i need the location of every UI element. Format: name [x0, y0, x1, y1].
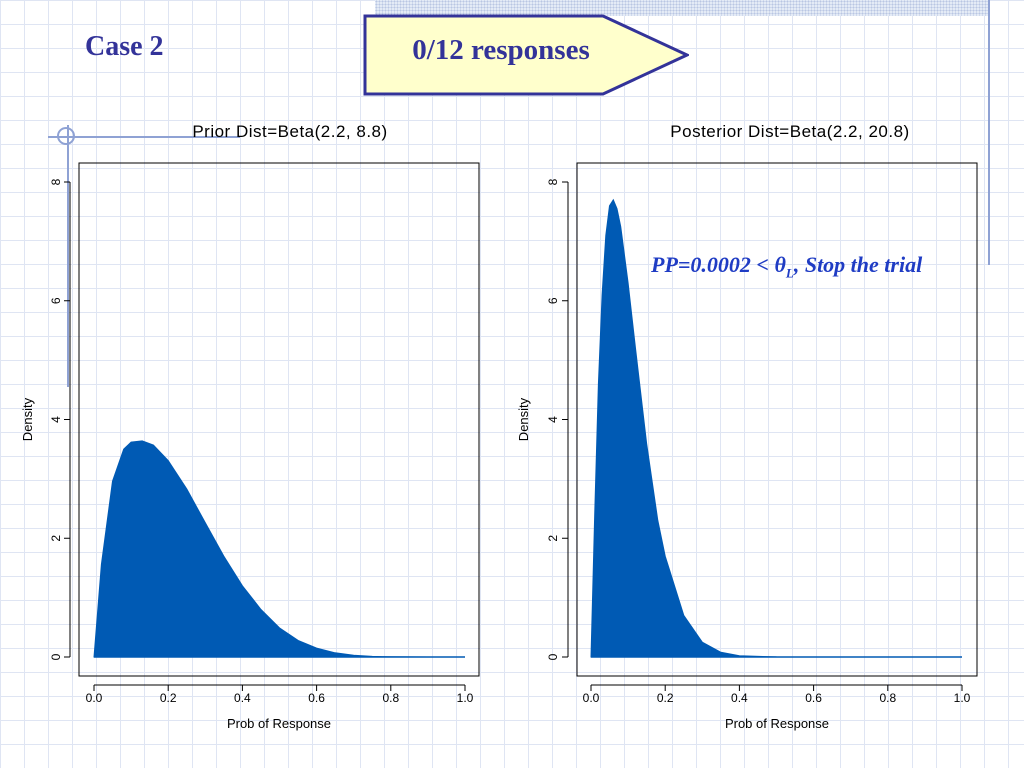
annotation-suffix: , Stop the trial	[793, 252, 923, 277]
x-tick-label-1-5: 1.0	[457, 691, 474, 705]
decorative-horizontal-line	[48, 136, 240, 138]
y-tick-label-2-0: 0	[546, 653, 560, 660]
x-tick-label-1-0: 0.0	[86, 691, 103, 705]
slide-title: Case 2	[85, 31, 164, 62]
x-tick-label-1-1: 0.2	[160, 691, 177, 705]
decorative-left-line	[67, 125, 69, 387]
y-tick-label-1-2: 4	[49, 416, 63, 423]
x-tick-label-2-4: 0.8	[879, 691, 896, 705]
decorative-circle	[57, 127, 75, 145]
x-tick-label-2-2: 0.4	[731, 691, 748, 705]
x-tick-label-2-5: 1.0	[954, 691, 971, 705]
y-tick-label-2-3: 6	[546, 297, 560, 304]
x-tick-label-1-3: 0.6	[308, 691, 325, 705]
decorative-dotted-band	[375, 0, 990, 16]
y-axis-label-2: Density	[516, 397, 531, 441]
y-tick-label-1-3: 6	[49, 297, 63, 304]
y-tick-label-1-0: 0	[49, 653, 63, 660]
annotation-prefix: PP=0.0002 <	[651, 252, 775, 277]
y-tick-label-2-2: 4	[546, 416, 560, 423]
x-axis-label-2: Prob of Response	[725, 716, 829, 731]
y-tick-label-1-4: 8	[49, 178, 63, 185]
x-tick-label-1-4: 0.8	[382, 691, 399, 705]
y-axis-label-1: Density	[20, 397, 35, 441]
banner-label: 0/12 responses	[412, 34, 590, 66]
plot-frame-1	[78, 162, 480, 677]
plot-frame-2	[576, 162, 978, 677]
x-tick-label-2-1: 0.2	[657, 691, 674, 705]
y-tick-label-1-1: 2	[49, 535, 63, 542]
banner-arrow-polygon	[363, 14, 689, 96]
stopping-annotation: PP=0.0002 < θL, Stop the trial	[651, 252, 922, 281]
x-tick-label-1-2: 0.4	[234, 691, 251, 705]
theta-subscript: L	[785, 265, 794, 281]
x-axis-label-1: Prob of Response	[227, 716, 331, 731]
x-tick-label-2-3: 0.6	[805, 691, 822, 705]
x-tick-label-2-0: 0.0	[583, 691, 600, 705]
y-tick-label-2-4: 8	[546, 178, 560, 185]
density-area-1	[93, 440, 465, 658]
decorative-vertical-line	[988, 0, 990, 265]
plot-title-1: Prior Dist=Beta(2.2, 8.8)	[192, 122, 387, 141]
plot-title-2: Posterior Dist=Beta(2.2, 20.8)	[670, 122, 909, 141]
theta-symbol: θ	[774, 252, 786, 277]
banner-arrow-shape	[363, 14, 689, 96]
y-tick-label-2-1: 2	[546, 535, 560, 542]
